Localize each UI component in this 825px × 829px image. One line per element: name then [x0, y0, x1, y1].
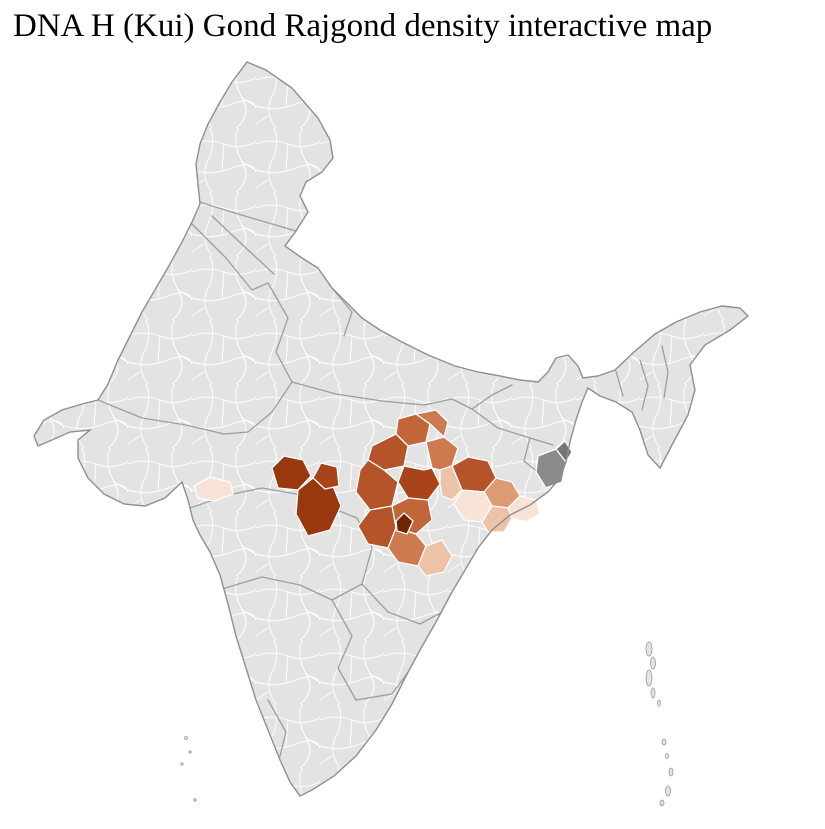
- district-region-4[interactable]: [193, 476, 234, 502]
- district-region-10[interactable]: [355, 459, 399, 511]
- andaman-nicobar-islands: [645, 641, 674, 807]
- page-title: DNA H (Kui) Gond Rajgond density interac…: [13, 8, 713, 44]
- district-region-14[interactable]: [417, 539, 453, 577]
- island-chains: [180, 641, 674, 807]
- district-region-9[interactable]: [397, 465, 441, 501]
- district-region-15[interactable]: [395, 512, 414, 535]
- district-region-6[interactable]: [415, 409, 449, 438]
- district-region-23[interactable]: [555, 440, 573, 463]
- lakshadweep-islands: [180, 736, 197, 802]
- density-districts: [193, 409, 573, 577]
- district-region-1[interactable]: [271, 455, 312, 491]
- district-region-3[interactable]: [312, 462, 340, 490]
- district-mesh-overlay: [34, 62, 748, 796]
- district-region-21[interactable]: [481, 505, 513, 533]
